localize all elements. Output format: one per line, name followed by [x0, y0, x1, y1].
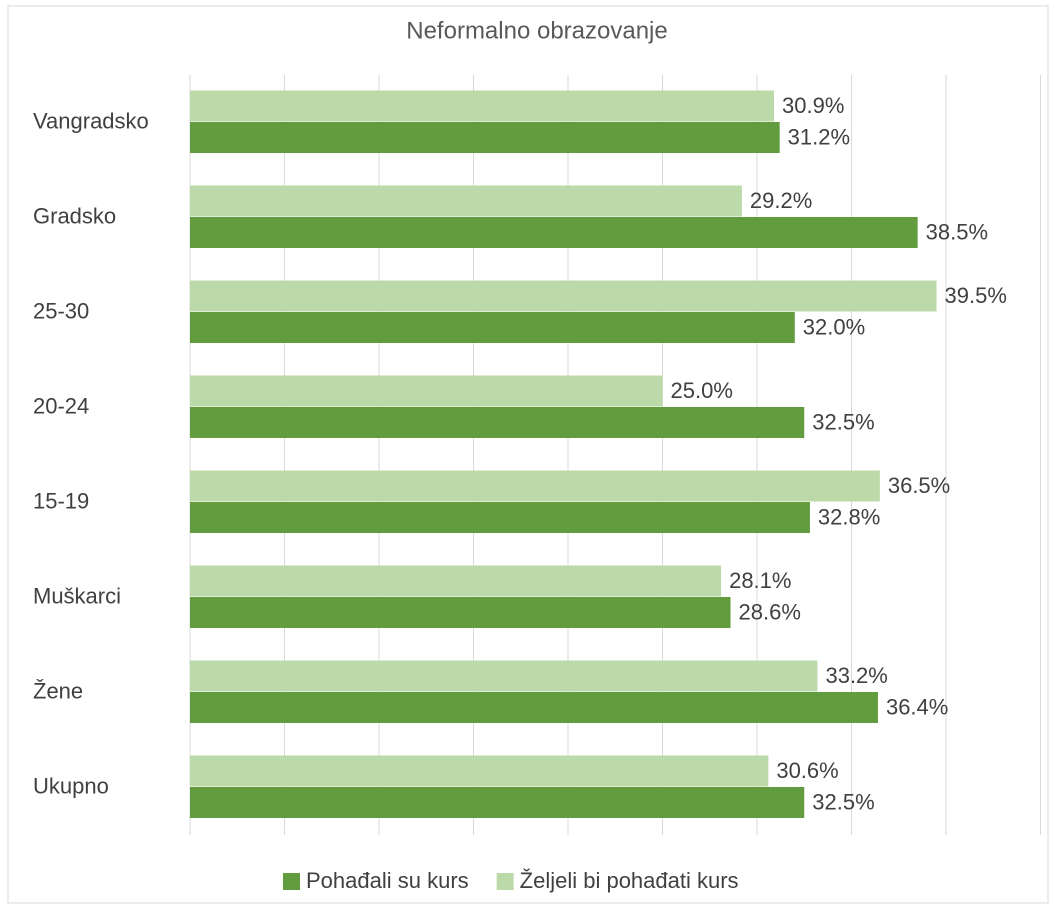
legend-label: Pohađali su kurs [306, 868, 469, 893]
data-label: 32.5% [812, 789, 874, 814]
data-label: 36.4% [886, 694, 948, 719]
legend-swatch [283, 873, 300, 890]
y-tick-label: Vangradsko [33, 108, 149, 133]
bar [190, 280, 937, 312]
y-tick-label: Ukupno [33, 773, 109, 798]
bar [190, 502, 810, 533]
bar [190, 312, 795, 343]
data-label: 29.2% [750, 188, 812, 213]
data-label: 32.8% [818, 504, 880, 529]
bar [190, 217, 918, 248]
bar [190, 407, 805, 438]
chart-title: Neformalno obrazovanje [406, 17, 667, 44]
bar [190, 565, 722, 597]
y-tick-label: 25-30 [33, 298, 89, 323]
y-tick-label: Žene [33, 678, 83, 703]
data-label: 25.0% [671, 378, 733, 403]
y-tick-label: 15-19 [33, 488, 89, 513]
bar [190, 90, 775, 122]
data-label: 30.6% [776, 758, 838, 783]
data-label: 32.0% [803, 314, 865, 339]
chart-border [7, 5, 1049, 904]
data-label: 38.5% [926, 219, 988, 244]
bar [190, 470, 880, 502]
data-label: 28.1% [729, 568, 791, 593]
bar [190, 375, 663, 407]
data-label: 36.5% [888, 473, 950, 498]
bar [190, 692, 878, 723]
data-label: 31.2% [788, 124, 850, 149]
bar [190, 660, 818, 692]
bar [190, 185, 742, 217]
bar [190, 755, 769, 787]
data-label: 30.9% [782, 93, 844, 118]
legend-swatch [496, 873, 514, 890]
data-label: 33.2% [825, 663, 887, 688]
y-tick-label: Gradsko [33, 203, 116, 228]
data-label: 39.5% [945, 283, 1007, 308]
bar [190, 787, 805, 818]
data-label: 32.5% [812, 409, 874, 434]
legend-label: Željeli bi pohađati kurs [520, 868, 739, 893]
bar [190, 597, 731, 628]
y-tick-label: Muškarci [33, 583, 121, 608]
y-tick-label: 20-24 [33, 393, 89, 418]
bar [190, 122, 780, 153]
data-label: 28.6% [739, 599, 801, 624]
